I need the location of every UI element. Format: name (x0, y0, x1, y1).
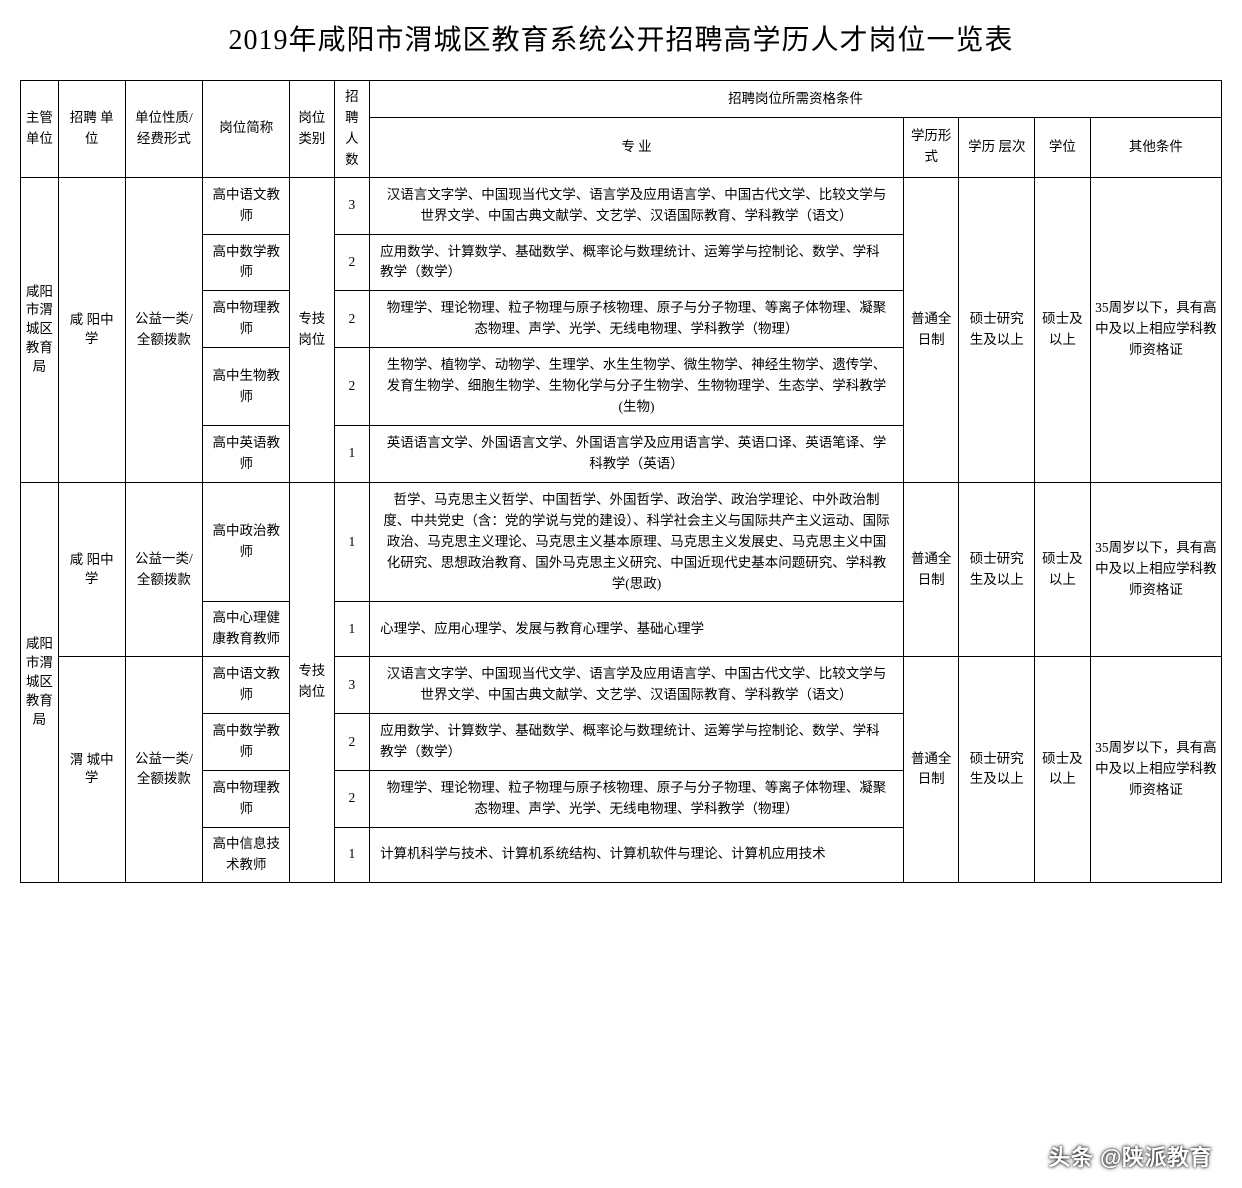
cell-major: 物理学、理论物理、粒子物理与原子核物理、原子与分子物理、等离子体物理、凝聚态物理… (370, 291, 904, 348)
hdr-degree: 学位 (1035, 117, 1091, 177)
cell-count: 3 (334, 177, 370, 234)
cell-position: 高中英语教师 (203, 425, 290, 482)
cell-major: 汉语言文字学、中国现当代文学、语言学及应用语言学、中国古代文学、比较文学与世界文… (370, 177, 904, 234)
hdr-qual-group: 招聘岗位所需资格条件 (370, 81, 1222, 118)
cell-employer: 咸 阳中 学 (58, 177, 125, 482)
cell-major: 应用数学、计算数学、基础数学、概率论与数理统计、运筹学与控制论、数学、学科教学（… (370, 234, 904, 291)
cell-position: 高中物理教师 (203, 291, 290, 348)
cell-major: 生物学、植物学、动物学、生理学、水生生物学、微生物学、神经生物学、遗传学、发育生… (370, 348, 904, 426)
hdr-category: 岗位类别 (290, 81, 334, 178)
cell-position: 高中数学教师 (203, 234, 290, 291)
cell-nature: 公益一类/全额拨款 (125, 177, 203, 482)
cell-major: 哲学、马克思主义哲学、中国哲学、外国哲学、政治学、政治学理论、中外政治制度、中共… (370, 482, 904, 602)
cell-count: 2 (334, 770, 370, 827)
cell-major: 心理学、应用心理学、发展与教育心理学、基础心理学 (370, 602, 904, 657)
hdr-nature: 单位性质/经费形式 (125, 81, 203, 178)
cell-major: 物理学、理论物理、粒子物理与原子核物理、原子与分子物理、等离子体物理、凝聚态物理… (370, 770, 904, 827)
table-row: 咸阳市渭城区教育局 咸 阳中 学 公益一类/全额拨款 高中政治教师 专技岗位 1… (21, 482, 1222, 602)
cell-dept: 咸阳市渭城区教育局 (21, 482, 59, 882)
cell-degree: 硕士及以上 (1035, 657, 1091, 882)
cell-position: 高中心理健康教育教师 (203, 602, 290, 657)
cell-dept: 咸阳市渭城区教育局 (21, 177, 59, 482)
cell-category: 专技岗位 (290, 482, 334, 882)
cell-position: 高中信息技术教师 (203, 827, 290, 882)
cell-edulevel: 硕士研究生及以上 (959, 177, 1035, 482)
hdr-employer: 招聘 单 位 (58, 81, 125, 178)
cell-major: 汉语言文字学、中国现当代文学、语言学及应用语言学、中国古代文学、比较文学与世界文… (370, 657, 904, 714)
table-row: 渭 城中 学 公益一类/全额拨款 高中语文教师 3 汉语言文字学、中国现当代文学… (21, 657, 1222, 714)
cell-nature: 公益一类/全额拨款 (125, 657, 203, 882)
hdr-other: 其他条件 (1090, 117, 1221, 177)
cell-employer: 咸 阳中 学 (58, 482, 125, 656)
cell-position: 高中语文教师 (203, 177, 290, 234)
table-row: 咸阳市渭城区教育局 咸 阳中 学 公益一类/全额拨款 高中语文教师 专技岗位 3… (21, 177, 1222, 234)
cell-other: 35周岁以下，具有高中及以上相应学科教师资格证 (1090, 482, 1221, 656)
cell-count: 3 (334, 657, 370, 714)
cell-major: 应用数学、计算数学、基础数学、概率论与数理统计、运筹学与控制论、数学、学科教学（… (370, 714, 904, 771)
cell-count: 1 (334, 425, 370, 482)
cell-degree: 硕士及以上 (1035, 482, 1091, 656)
hdr-dept: 主管单位 (21, 81, 59, 178)
cell-count: 1 (334, 602, 370, 657)
cell-degree: 硕士及以上 (1035, 177, 1091, 482)
cell-major: 计算机科学与技术、计算机系统结构、计算机软件与理论、计算机应用技术 (370, 827, 904, 882)
cell-other: 35周岁以下，具有高中及以上相应学科教师资格证 (1090, 177, 1221, 482)
page-title: 2019年咸阳市渭城区教育系统公开招聘高学历人才岗位一览表 (20, 18, 1222, 58)
hdr-position: 岗位简称 (203, 81, 290, 178)
hdr-edulevel: 学历 层次 (959, 117, 1035, 177)
cell-count: 2 (334, 234, 370, 291)
cell-position: 高中数学教师 (203, 714, 290, 771)
hdr-count: 招聘人数 (334, 81, 370, 178)
cell-edulevel: 硕士研究生及以上 (959, 657, 1035, 882)
cell-position: 高中物理教师 (203, 770, 290, 827)
cell-position: 高中政治教师 (203, 482, 290, 602)
cell-position: 高中语文教师 (203, 657, 290, 714)
hdr-major: 专 业 (370, 117, 904, 177)
cell-position: 高中生物教师 (203, 348, 290, 426)
cell-category: 专技岗位 (290, 177, 334, 482)
cell-eduform: 普通全日制 (903, 177, 959, 482)
cell-employer: 渭 城中 学 (58, 657, 125, 882)
cell-major: 英语语言文学、外国语言文学、外国语言学及应用语言学、英语口译、英语笔译、学科教学… (370, 425, 904, 482)
cell-eduform: 普通全日制 (903, 657, 959, 882)
cell-other: 35周岁以下，具有高中及以上相应学科教师资格证 (1090, 657, 1221, 882)
hdr-eduform: 学历形式 (903, 117, 959, 177)
cell-count: 2 (334, 291, 370, 348)
cell-count: 1 (334, 827, 370, 882)
watermark: 头条 @陕派教育 (1048, 1140, 1212, 1172)
cell-edulevel: 硕士研究生及以上 (959, 482, 1035, 656)
cell-count: 2 (334, 348, 370, 426)
recruitment-table: 主管单位 招聘 单 位 单位性质/经费形式 岗位简称 岗位类别 招聘人数 招聘岗… (20, 80, 1222, 883)
cell-nature: 公益一类/全额拨款 (125, 482, 203, 656)
cell-count: 2 (334, 714, 370, 771)
header-row-1: 主管单位 招聘 单 位 单位性质/经费形式 岗位简称 岗位类别 招聘人数 招聘岗… (21, 81, 1222, 118)
cell-eduform: 普通全日制 (903, 482, 959, 656)
cell-count: 1 (334, 482, 370, 602)
